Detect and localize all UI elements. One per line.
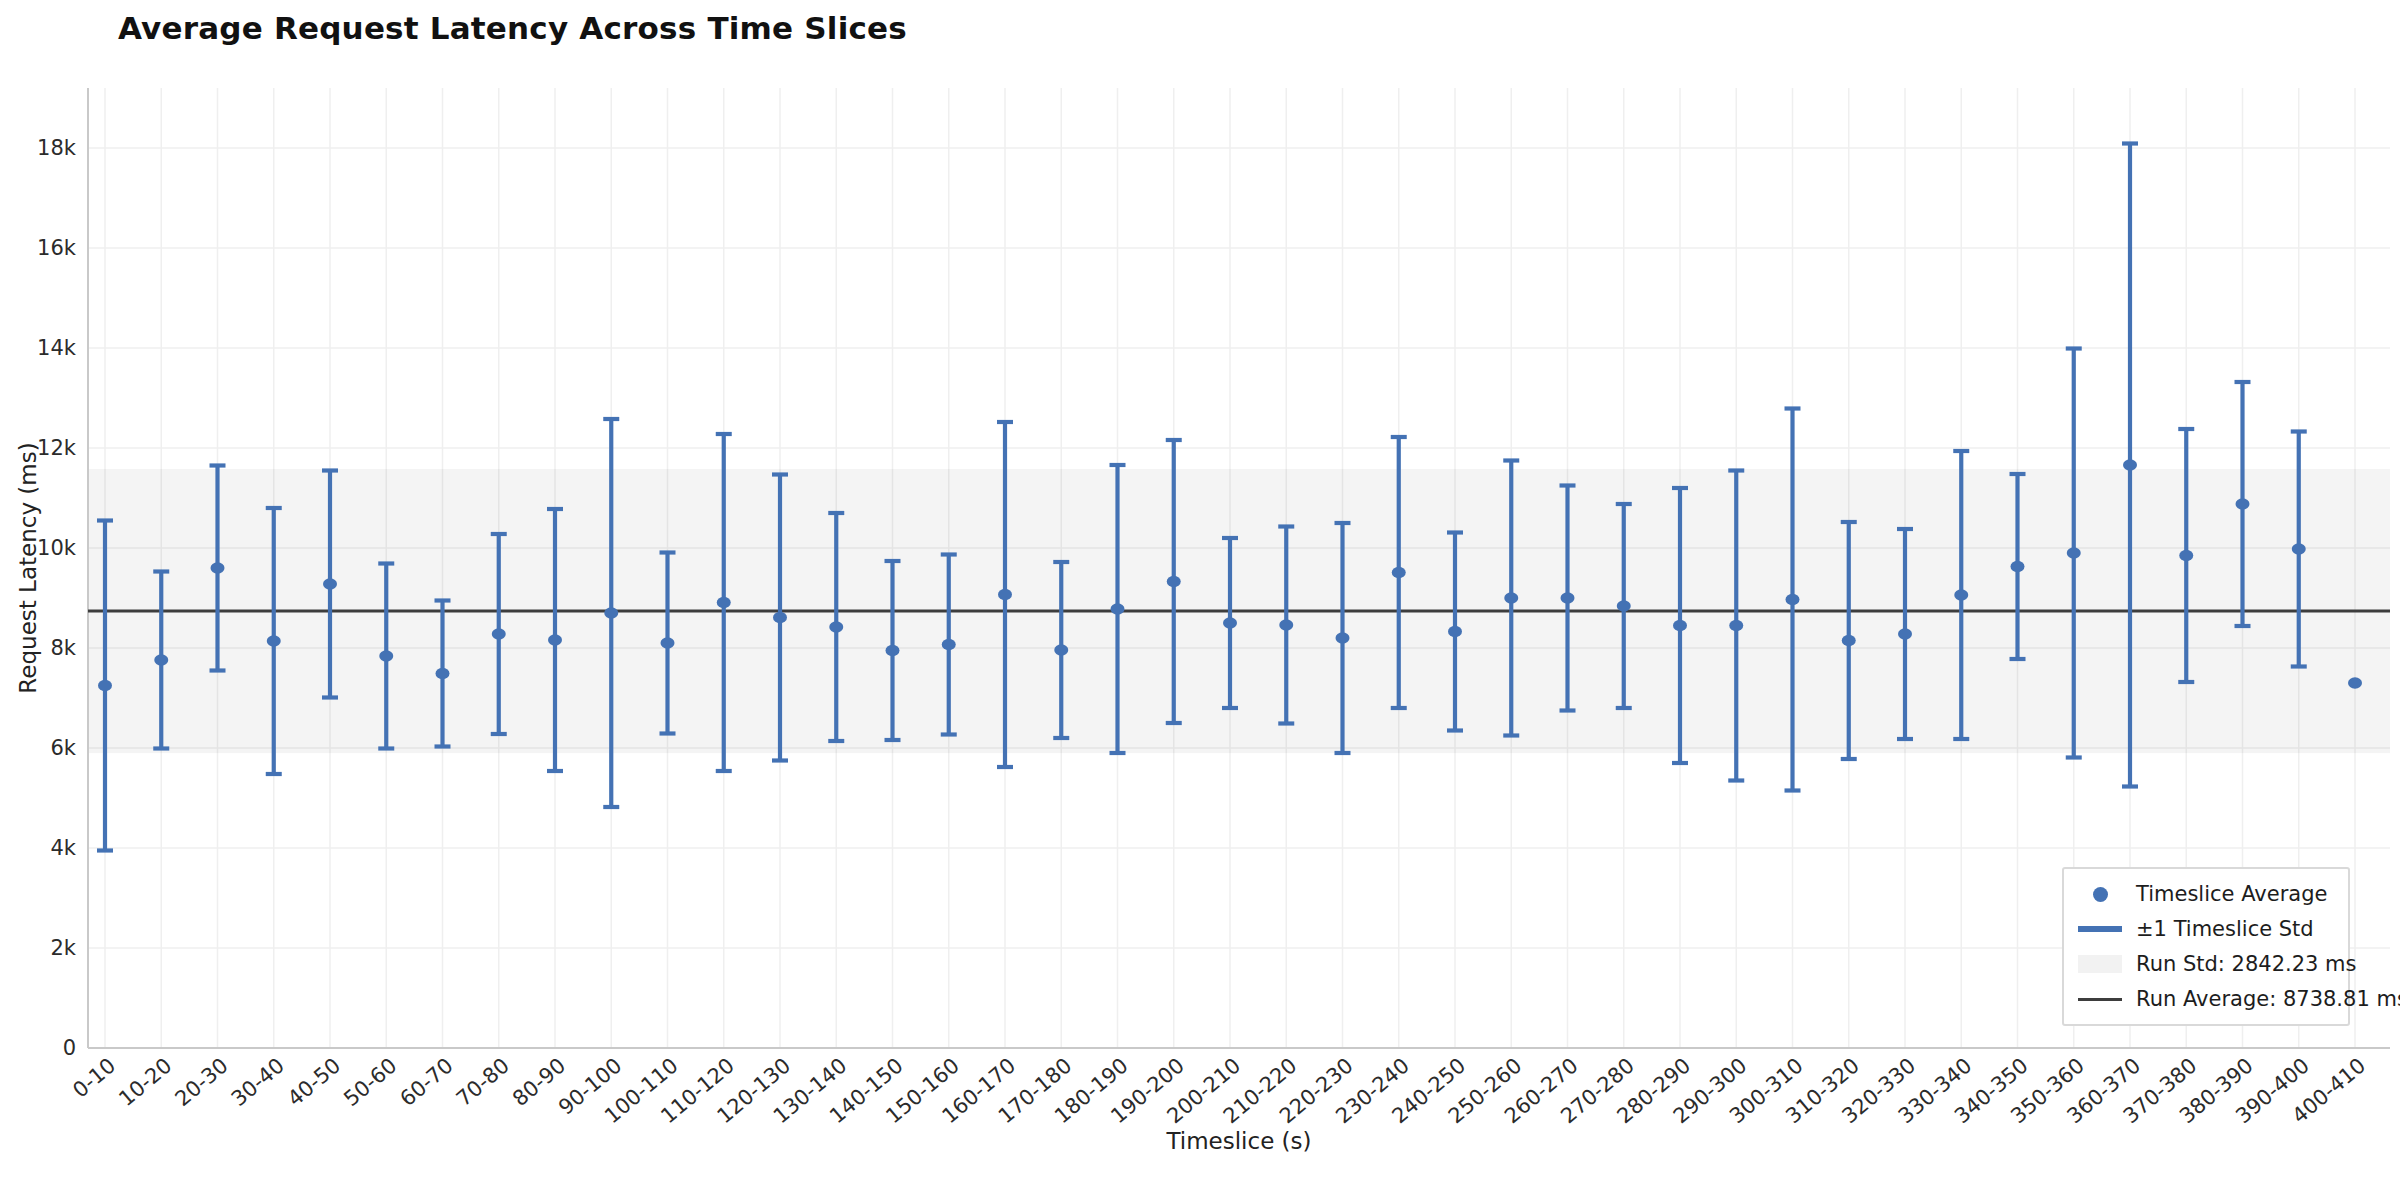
mean-dot xyxy=(773,612,787,624)
legend-marker-band-patch-icon xyxy=(2078,955,2122,973)
chart-canvas: Average Request Latency Across Time Slic… xyxy=(0,0,2400,1200)
mean-dot xyxy=(1392,567,1406,579)
y-tick-label: 10k xyxy=(37,536,77,560)
y-tick-label: 4k xyxy=(50,836,76,860)
mean-dot xyxy=(2179,550,2193,562)
mean-dot xyxy=(1336,632,1350,644)
y-tick-label: 8k xyxy=(50,636,76,660)
mean-dot xyxy=(1279,619,1293,631)
mean-dot xyxy=(267,635,281,647)
x-tick-label: 70-80 xyxy=(452,1053,514,1111)
mean-dot xyxy=(1786,594,1800,606)
mean-dot xyxy=(98,680,112,692)
legend-item-timeslice-average: Timeslice Average xyxy=(2078,881,2330,907)
legend-label: Run Average: 8738.81 ms xyxy=(2136,987,2400,1011)
mean-dot xyxy=(323,578,337,590)
x-tick-label: 10-20 xyxy=(114,1053,176,1111)
mean-dot xyxy=(1111,603,1125,615)
mean-dot xyxy=(1561,592,1575,604)
legend-marker-dot-icon xyxy=(2078,887,2122,902)
legend-marker-thick-line-icon xyxy=(2078,926,2122,932)
mean-dot xyxy=(2123,459,2137,471)
legend-label: Run Std: 2842.23 ms xyxy=(2136,952,2357,976)
mean-dot xyxy=(1223,617,1237,629)
mean-dot xyxy=(942,639,956,651)
mean-dot xyxy=(492,628,506,640)
mean-dot xyxy=(1729,620,1743,632)
legend-item-timeslice-std: ±1 Timeslice Std xyxy=(2078,916,2330,942)
mean-dot xyxy=(661,637,675,649)
mean-dot xyxy=(154,654,168,666)
mean-dot xyxy=(211,562,225,574)
mean-dot xyxy=(886,645,900,657)
x-axis-title: Timeslice (s) xyxy=(1166,1128,1311,1154)
mean-dot xyxy=(2067,547,2081,559)
mean-dot xyxy=(2348,677,2362,689)
mean-dot xyxy=(1673,620,1687,632)
legend: Timeslice Average ±1 Timeslice Std Run S… xyxy=(2062,867,2350,1026)
mean-dot xyxy=(998,589,1012,601)
x-tick-label: 30-40 xyxy=(227,1053,289,1111)
y-tick-label: 14k xyxy=(37,336,77,360)
y-tick-label: 16k xyxy=(37,236,77,260)
mean-dot xyxy=(604,607,618,619)
x-tick-label: 40-50 xyxy=(283,1053,345,1111)
y-tick-label: 18k xyxy=(37,136,77,160)
legend-label: Timeslice Average xyxy=(2136,882,2327,906)
mean-dot xyxy=(717,597,731,609)
legend-marker-dark-line-icon xyxy=(2078,998,2122,1001)
mean-dot xyxy=(1448,626,1462,638)
x-tick-label: 60-70 xyxy=(396,1053,458,1111)
mean-dot xyxy=(379,650,393,662)
legend-label: ±1 Timeslice Std xyxy=(2136,917,2314,941)
mean-dot xyxy=(436,668,450,680)
mean-dot xyxy=(2236,498,2250,510)
mean-dot xyxy=(1954,589,1968,601)
mean-dot xyxy=(1617,600,1631,612)
mean-dot xyxy=(1054,644,1068,656)
y-tick-label: 12k xyxy=(37,436,77,460)
mean-dot xyxy=(1842,635,1856,647)
mean-dot xyxy=(1504,592,1518,604)
mean-dot xyxy=(2292,543,2306,555)
y-tick-label: 2k xyxy=(50,936,76,960)
mean-dot xyxy=(2011,561,2025,573)
x-tick-label: 50-60 xyxy=(339,1053,401,1111)
mean-dot xyxy=(1898,628,1912,640)
legend-item-run-std: Run Std: 2842.23 ms xyxy=(2078,951,2330,977)
mean-dot xyxy=(1167,576,1181,588)
mean-dot xyxy=(548,634,562,646)
x-tick-label: 20-30 xyxy=(171,1053,233,1111)
y-tick-label: 6k xyxy=(50,736,76,760)
mean-dot xyxy=(829,621,843,633)
plot-area: 0 2k 4k 6k 8k 10k 12k 14k 16k 18k 0-1010-2020-3030… xyxy=(0,0,2400,1200)
y-tick-label: 0 xyxy=(63,1036,76,1060)
x-tick-label: 0-10 xyxy=(68,1053,120,1102)
legend-item-run-average: Run Average: 8738.81 ms xyxy=(2078,986,2330,1012)
